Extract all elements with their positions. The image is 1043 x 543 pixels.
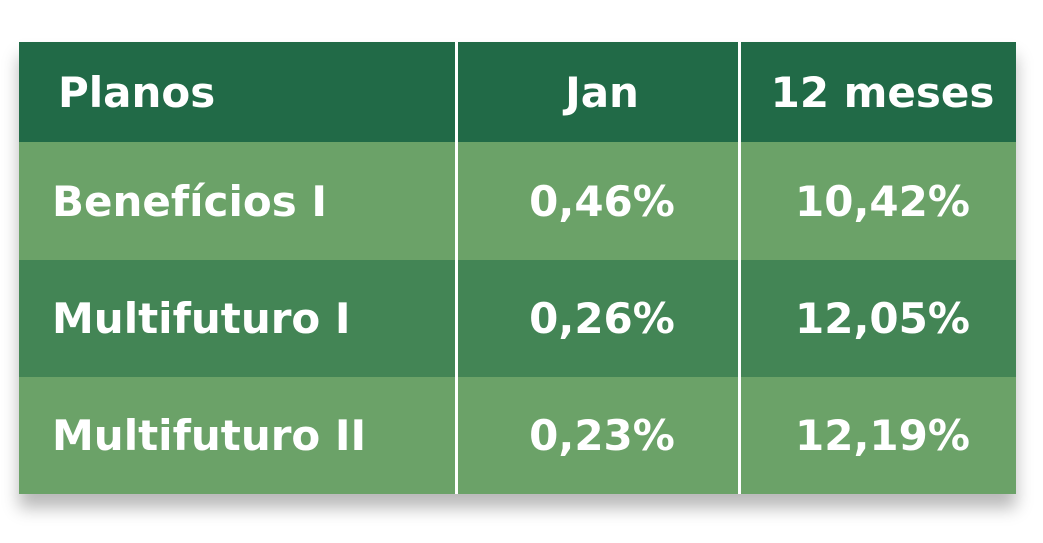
rate-cell: 0,23% xyxy=(458,377,738,494)
plan-name: Multifuturo I xyxy=(19,260,455,377)
rate-cell: 0,46% xyxy=(458,142,738,260)
plan-name: Benefícios I xyxy=(19,142,455,260)
header-cell: Jan xyxy=(458,42,738,142)
rate-cell: 12,05% xyxy=(741,260,1016,377)
header-cell: 12 meses xyxy=(741,42,1016,142)
table: Planos Jan 12 meses Benefícios I 0,46% 10,42%… xyxy=(19,42,1016,494)
rate-cell: 0,26% xyxy=(458,260,738,377)
rate-cell: 12,19% xyxy=(741,377,1016,494)
header-cell: Planos xyxy=(19,42,455,142)
rate-cell: 10,42% xyxy=(741,142,1016,260)
plan-name: Multifuturo II xyxy=(19,377,455,494)
